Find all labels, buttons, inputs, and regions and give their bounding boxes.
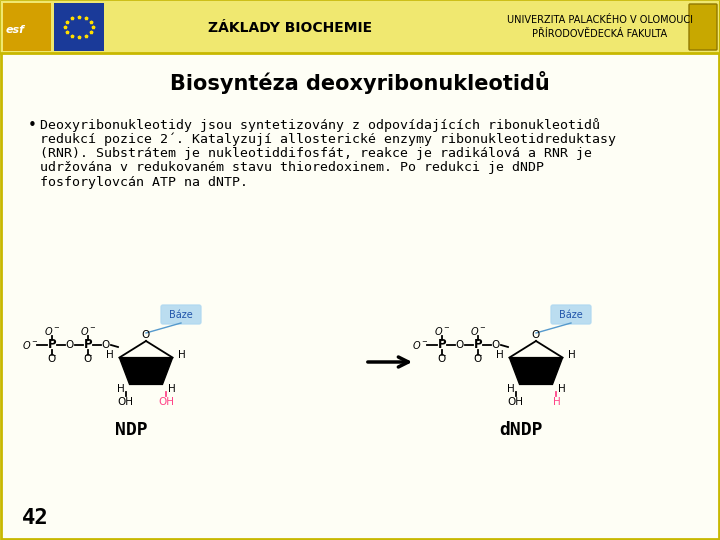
Text: O: O [48,354,56,364]
Text: Deoxyribonukleotidy jsou syntetizovány z odpovídajících ribonukleotidů: Deoxyribonukleotidy jsou syntetizovány z… [40,118,600,132]
Text: H: H [178,349,186,360]
FancyBboxPatch shape [161,305,201,324]
Text: H: H [557,384,565,394]
FancyBboxPatch shape [689,4,717,50]
Text: 42: 42 [22,508,49,528]
Text: OH: OH [508,397,523,407]
Text: H: H [507,384,514,394]
Text: H: H [168,384,176,394]
Text: udržována v redukovaném stavu thioredoxinem. Po redukci je dNDP: udržována v redukovaném stavu thioredoxi… [40,161,544,174]
Text: $O^-$: $O^-$ [22,339,38,351]
Text: H: H [117,384,125,394]
Text: dNDP: dNDP [499,421,543,439]
Text: P: P [474,339,482,352]
Text: H: H [568,349,575,360]
Text: ZÁKLADY BIOCHEMIE: ZÁKLADY BIOCHEMIE [208,21,372,35]
Text: P: P [48,339,56,352]
Text: OH: OH [158,397,174,407]
Text: NDP: NDP [114,421,148,439]
Bar [1,1,719,53]
Text: P: P [84,339,92,352]
Text: O: O [456,340,464,350]
Bar [3,3,51,51]
Text: H: H [107,349,114,360]
Text: O: O [84,354,92,364]
Text: •: • [28,118,37,133]
Polygon shape [120,357,173,384]
Text: H: H [557,384,565,394]
Text: H: H [497,349,504,360]
Text: OH: OH [117,397,133,407]
Bar [54,3,104,51]
Text: $O^-$: $O^-$ [469,325,487,337]
Text: O: O [474,354,482,364]
Polygon shape [509,357,562,384]
Text: $O^-$: $O^-$ [44,325,60,337]
Text: O: O [438,354,446,364]
Text: UNIVERZITA PALACKÉHO V OLOMOUCI: UNIVERZITA PALACKÉHO V OLOMOUCI [507,15,693,25]
Text: H: H [168,384,176,394]
Text: PŘÍRODOVĚDECKÁ FAKULTA: PŘÍRODOVĚDECKÁ FAKULTA [532,29,667,39]
Text: H: H [507,384,514,394]
Text: H: H [178,349,186,360]
Text: $O^-$: $O^-$ [80,325,96,337]
Text: H: H [568,349,575,360]
Text: Báze: Báze [559,310,583,320]
Text: (RNR). Substrátem je nukleotiddifosfát, reakce je radikálová a RNR je: (RNR). Substrátem je nukleotiddifosfát, … [40,147,592,160]
Text: Biosyntéza deoxyribonukleotidů: Biosyntéza deoxyribonukleotidů [170,71,550,93]
Text: H: H [117,384,125,394]
Text: esf: esf [6,25,24,35]
FancyBboxPatch shape [551,305,591,324]
Text: $O^-$: $O^-$ [433,325,451,337]
Text: H: H [552,397,560,407]
Text: Báze: Báze [169,310,193,320]
Text: $O^-$: $O^-$ [412,339,428,351]
Text: H: H [107,349,114,360]
Text: O: O [532,330,540,340]
Text: O: O [142,330,150,340]
Text: fosforylovcán ATP na dNTP.: fosforylovcán ATP na dNTP. [40,176,248,189]
Text: redukcí pozice 2´. Katalyzují allosterické enzymy ribonukleotidreduktasy: redukcí pozice 2´. Katalyzují allosteric… [40,132,616,146]
Text: O: O [492,340,500,350]
Text: P: P [438,339,446,352]
Text: H: H [497,349,504,360]
Text: O: O [66,340,74,350]
Text: O: O [102,340,110,350]
